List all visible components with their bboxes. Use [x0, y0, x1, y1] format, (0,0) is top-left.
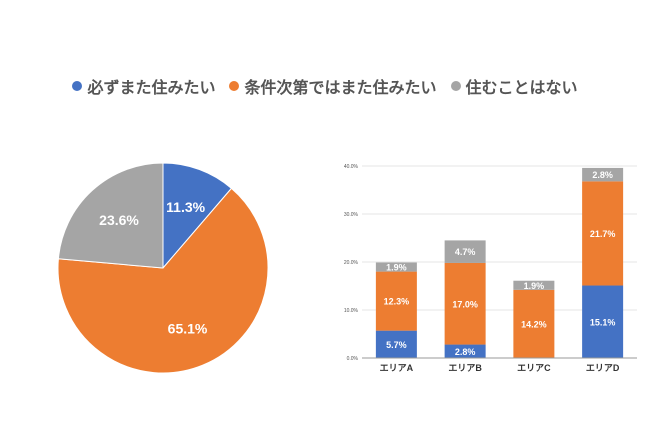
x-tick-label: エリアD: [586, 363, 620, 373]
y-tick-label: 0.0%: [347, 356, 359, 362]
bar-segment: [444, 262, 486, 345]
bar-data-label: 4.7%: [455, 247, 476, 257]
bar-segment: [375, 262, 417, 272]
bar-data-label: 17.0%: [452, 299, 478, 309]
y-tick-label: 30.0%: [344, 212, 359, 218]
bar-data-label: 1.9%: [524, 281, 545, 291]
pie-slice: [162, 162, 233, 270]
pie-slice: [57, 187, 269, 374]
bar-segment: [582, 285, 624, 358]
bar-segment: [444, 240, 486, 263]
legend-dot: [229, 81, 240, 91]
bar-data-label: 12.3%: [384, 297, 410, 307]
bar-data-label: 15.1%: [590, 317, 616, 327]
legend-label: 必ずまた住みたい: [87, 78, 216, 97]
bar-segment: [582, 181, 624, 286]
bar-data-label: 2.8%: [592, 170, 613, 180]
legend-item: 条件次第ではまた住みたい: [229, 74, 437, 98]
legend-label: 住むことはない: [465, 78, 578, 97]
bar-segment: [375, 330, 417, 358]
bar-data-label: 2.8%: [455, 347, 476, 357]
x-tick-label: エリアA: [380, 363, 414, 373]
bar-segment: [513, 289, 555, 358]
legend-item: 住むことはない: [450, 74, 578, 98]
pie-slice: [57, 162, 164, 269]
pie-data-label: 65.1%: [168, 320, 208, 336]
bar-segment: [513, 280, 555, 290]
x-tick-label: エリアC: [517, 363, 551, 373]
y-tick-label: 10.0%: [344, 308, 359, 314]
bar-data-label: 21.7%: [590, 229, 616, 239]
legend-item: 必ずまた住みたい: [72, 74, 215, 98]
legend-dot: [450, 81, 461, 91]
x-tick-label: エリアB: [448, 363, 482, 373]
y-tick-label: 40.0%: [344, 164, 359, 170]
legend-label: 条件次第ではまた住みたい: [244, 78, 437, 97]
bar-data-label: 5.7%: [386, 340, 407, 350]
bar-segment: [444, 344, 486, 358]
pie-data-label: 11.3%: [166, 199, 205, 215]
bar-data-label: 14.2%: [521, 319, 547, 329]
bar-segment: [375, 271, 417, 331]
legend-dot: [72, 81, 83, 91]
bar-data-label: 1.9%: [386, 263, 407, 273]
y-tick-label: 20.0%: [344, 260, 359, 266]
pie-data-label: 23.6%: [99, 212, 139, 228]
bar-segment: [582, 167, 624, 182]
legend: 必ずまた住みたい 条件次第ではまた住みたい 住むことはない: [0, 74, 650, 98]
